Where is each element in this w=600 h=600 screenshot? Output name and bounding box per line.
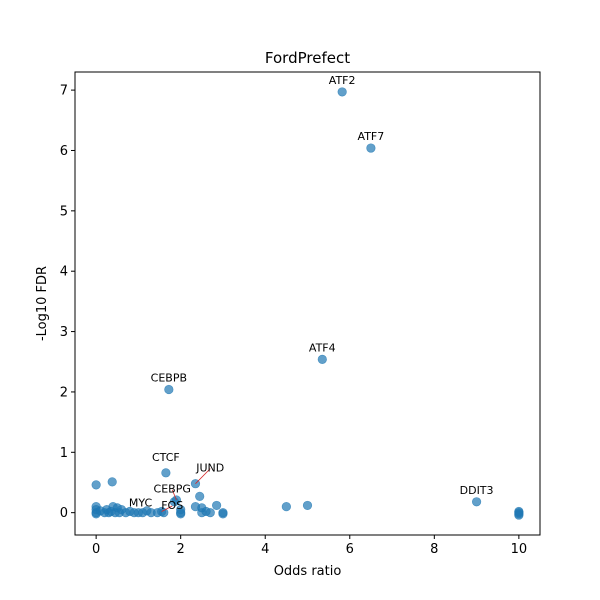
x-tick-label: 4 (261, 542, 269, 557)
x-tick-label: 8 (430, 542, 438, 557)
chart-title: FordPrefect (265, 49, 350, 67)
axis-ticks: 0 2 4 6 8 10 0 1 2 3 4 5 6 7 (60, 84, 527, 557)
y-tick-label: 6 (60, 144, 68, 159)
annotation-leader-line (195, 468, 211, 484)
x-axis-label: Odds ratio (274, 564, 342, 579)
x-tick-label: 10 (511, 542, 528, 557)
data-point (366, 143, 376, 153)
data-point (107, 477, 117, 487)
y-tick-label: 4 (60, 265, 68, 280)
annotation-leader-line (171, 489, 177, 501)
data-point (302, 500, 313, 511)
axes-frame (74, 71, 541, 536)
point-annotation-label: CEBPG (154, 483, 191, 496)
data-point (471, 497, 482, 507)
y-tick-label: 0 (60, 506, 68, 521)
y-tick-label: 5 (60, 204, 68, 219)
data-point (281, 502, 291, 512)
point-annotation-label: MYC (129, 497, 153, 510)
data-point (195, 491, 205, 501)
y-axis-label: -Log10 FDR (35, 266, 50, 341)
data-point (129, 508, 139, 518)
data-point (218, 509, 228, 519)
data-point (176, 509, 186, 519)
data-point (91, 480, 101, 490)
data-point (212, 500, 222, 511)
y-tick-label: 3 (60, 325, 68, 340)
point-annotation-label: FOS (161, 499, 183, 512)
point-annotation-label: CEBPB (151, 372, 187, 385)
point-annotation-label: ATF7 (358, 130, 385, 143)
point-annotation-label: JUND (195, 462, 224, 475)
data-point (317, 354, 327, 364)
x-tick-label: 2 (177, 542, 185, 557)
y-tick-label: 7 (60, 84, 68, 99)
x-tick-label: 0 (92, 542, 100, 557)
annotation-leader-line (161, 505, 173, 512)
data-point (159, 508, 169, 518)
data-point (337, 87, 347, 97)
data-point (514, 510, 524, 520)
point-annotation-label: DDIT3 (460, 484, 494, 497)
y-tick-label: 1 (60, 446, 68, 461)
plot-area: ATF2 ATF7 ATF4 CEBPB CTCF JUND CEBPG DDIT3 MYC FO… (91, 74, 524, 520)
data-point (205, 508, 215, 518)
point-annotation-label: ATF4 (309, 341, 336, 354)
point-annotation-label: ATF2 (329, 74, 356, 87)
y-tick-label: 2 (60, 385, 68, 400)
data-point (161, 468, 171, 478)
data-point (164, 384, 174, 395)
point-annotation-label: CTCF (152, 451, 180, 464)
x-tick-label: 6 (346, 542, 354, 557)
